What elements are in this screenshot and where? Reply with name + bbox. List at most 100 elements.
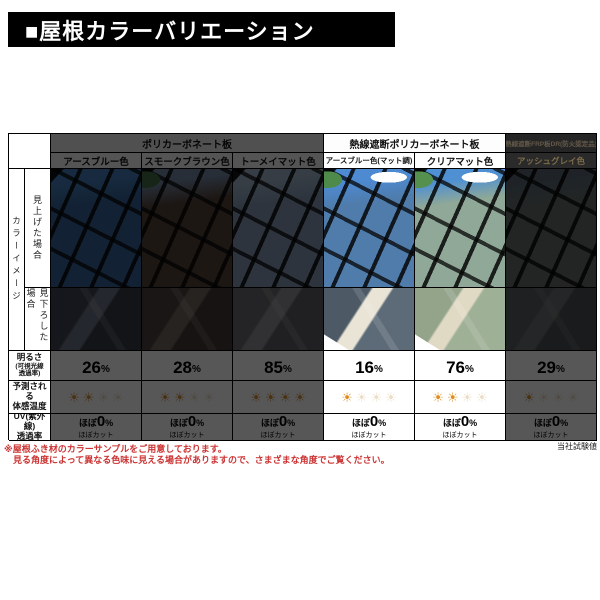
sun-icon: ☀ — [159, 389, 171, 405]
uv-line: ほぼ 0% — [533, 414, 569, 430]
temperature-suns-smoke-brown: ☀ ☀ ☀ ☀ — [142, 381, 233, 414]
title-banner: ■屋根カラーバリエーション — [8, 12, 395, 47]
roof-color-variation-table: ポリカーボネート板 熱線遮断ポリカーボネート板 熱線遮断FRP板DR(防火認定品… — [8, 133, 597, 441]
percent-sign: % — [374, 364, 383, 375]
sun-icon: ☀ — [537, 389, 550, 405]
page-title: ■屋根カラーバリエーション — [25, 18, 315, 44]
temperature-suns-earth-blue: ☀ ☀ ☀ ☀ — [51, 381, 142, 414]
temperature-suns-ash-gray: ☀ ☀ ☀ ☀ — [506, 381, 597, 414]
column-header-ash-gray: アッシュグレイ色 — [506, 153, 597, 169]
column-header-earth-blue-matte: アースブルー色(マット調) — [324, 153, 415, 169]
sun-icon: ☀ — [173, 389, 186, 405]
brightness-value-ash-gray: 29% — [506, 351, 597, 381]
uv-note: ほぼカット — [351, 432, 387, 439]
brightness-number: 76 — [446, 358, 465, 377]
sun-icon: ☀ — [446, 389, 459, 405]
brightness-label-line2: (可視光線 — [15, 362, 44, 370]
uv-line: ほぼ 0% — [442, 414, 478, 430]
brightness-label-line3: 透過率) — [18, 370, 41, 378]
row-label-temperature: 予測される 体感温度 — [9, 381, 51, 414]
row-label-look-down: 見下ろした場合 — [25, 288, 51, 351]
uv-note: ほぼカット — [169, 432, 205, 439]
brightness-number: 16 — [355, 358, 374, 377]
brightness-value-earth-blue-matte: 16% — [324, 351, 415, 381]
brightness-value-smoke-brown: 28% — [142, 351, 233, 381]
uv-value-earth-blue: ほぼ 0% ほぼカット — [51, 414, 142, 441]
temperature-suns-clear-matte: ☀ ☀ ☀ ☀ — [415, 381, 506, 414]
corner-cell — [9, 134, 51, 169]
sun-icon: ☀ — [476, 389, 488, 405]
sun-icon: ☀ — [567, 389, 579, 405]
sun-icon: ☀ — [82, 389, 95, 405]
brightness-value-tomei-matte: 85% — [233, 351, 324, 381]
photo-look-down-earth-blue — [51, 288, 142, 351]
sun-icon: ☀ — [188, 389, 201, 405]
percent-sign: % — [556, 364, 565, 375]
footnote-line2: 見る角度によって異なる色味に見える場合がありますので、さまざまな角度でご覧くださ… — [13, 455, 390, 465]
sun-icon: ☀ — [264, 389, 277, 405]
photo-look-down-clear-matte — [415, 288, 506, 351]
uv-value-earth-blue-matte: ほぼ 0% ほぼカット — [324, 414, 415, 441]
photo-look-down-smoke-brown — [142, 288, 233, 351]
brightness-number: 28 — [173, 358, 192, 377]
photo-look-up-tomei-matte — [233, 169, 324, 288]
temperature-label-line1: 予測される — [12, 381, 47, 402]
sun-icon: ☀ — [355, 389, 368, 405]
sun-icon: ☀ — [552, 389, 565, 405]
uv-note: ほぼカット — [442, 432, 478, 439]
temperature-suns-tomei-matte: ☀ ☀ ☀ ☀ — [233, 381, 324, 414]
sun-icon: ☀ — [523, 389, 535, 405]
photo-look-up-earth-blue-matte — [324, 169, 415, 288]
row-label-uv: UV(紫外線) 透過率 — [9, 414, 51, 441]
row-label-color-image: カラーイメージ — [9, 169, 25, 351]
sun-icon: ☀ — [370, 389, 383, 405]
group-header-polycarbonate: ポリカーボネート板 — [51, 134, 324, 153]
photo-look-up-clear-matte — [415, 169, 506, 288]
brightness-label-line1: 明るさ — [16, 352, 43, 363]
row-label-brightness: 明るさ (可視光線 透過率) — [9, 351, 51, 381]
column-header-earth-blue: アースブルー色 — [51, 153, 142, 169]
percent-sign: % — [192, 364, 201, 375]
sun-icon: ☀ — [112, 389, 124, 405]
footnote-line1: ※屋根ふき材のカラーサンプルをご用意しております。 — [4, 444, 227, 454]
uv-line: ほぼ 0% — [169, 414, 205, 430]
sun-icon: ☀ — [203, 389, 215, 405]
photo-look-up-earth-blue — [51, 169, 142, 288]
sun-icon: ☀ — [432, 389, 444, 405]
column-header-smoke-brown: スモークブラウン色 — [142, 153, 233, 169]
footnote: ※屋根ふき材のカラーサンプルをご用意しております。 見る角度によって異なる色味に… — [4, 444, 390, 466]
sun-icon: ☀ — [294, 389, 306, 405]
sun-icon: ☀ — [97, 389, 110, 405]
temperature-suns-earth-blue-matte: ☀ ☀ ☀ ☀ — [324, 381, 415, 414]
percent-sign: % — [101, 364, 110, 375]
uv-line: ほぼ 0% — [260, 414, 296, 430]
uv-note: ほぼカット — [533, 432, 569, 439]
sun-icon: ☀ — [68, 389, 80, 405]
photo-look-down-earth-blue-matte — [324, 288, 415, 351]
uv-label-line2: 透過率 — [16, 430, 43, 441]
row-label-look-up: 見上げた場合 — [25, 169, 51, 288]
sun-icon: ☀ — [250, 389, 262, 405]
sun-icon: ☀ — [385, 389, 397, 405]
uv-note: ほぼカット — [260, 432, 296, 439]
uv-note: ほぼカット — [78, 432, 114, 439]
photo-look-up-ash-gray — [506, 169, 597, 288]
temperature-label-line2: 体感温度 — [12, 400, 47, 411]
uv-value-ash-gray: ほぼ 0% ほぼカット — [506, 414, 597, 441]
photo-look-down-tomei-matte — [233, 288, 324, 351]
sun-icon: ☀ — [341, 389, 353, 405]
uv-label-line1: UV(紫外線) — [13, 414, 46, 432]
brightness-value-earth-blue: 26% — [51, 351, 142, 381]
sun-icon: ☀ — [279, 389, 292, 405]
uv-value-clear-matte: ほぼ 0% ほぼカット — [415, 414, 506, 441]
sun-icon: ☀ — [461, 389, 474, 405]
percent-sign: % — [465, 364, 474, 375]
brightness-number: 29 — [537, 358, 556, 377]
group-header-heat-block-frp: 熱線遮断FRP板DR(防火認定品) — [506, 134, 597, 153]
uv-value-tomei-matte: ほぼ 0% ほぼカット — [233, 414, 324, 441]
uv-value-smoke-brown: ほぼ 0% ほぼカット — [142, 414, 233, 441]
group-header-heat-block-polycarbonate: 熱線遮断ポリカーボネート板 — [324, 134, 506, 153]
uv-line: ほぼ 0% — [78, 414, 114, 430]
column-header-tomei-matte: トーメイマット色 — [233, 153, 324, 169]
